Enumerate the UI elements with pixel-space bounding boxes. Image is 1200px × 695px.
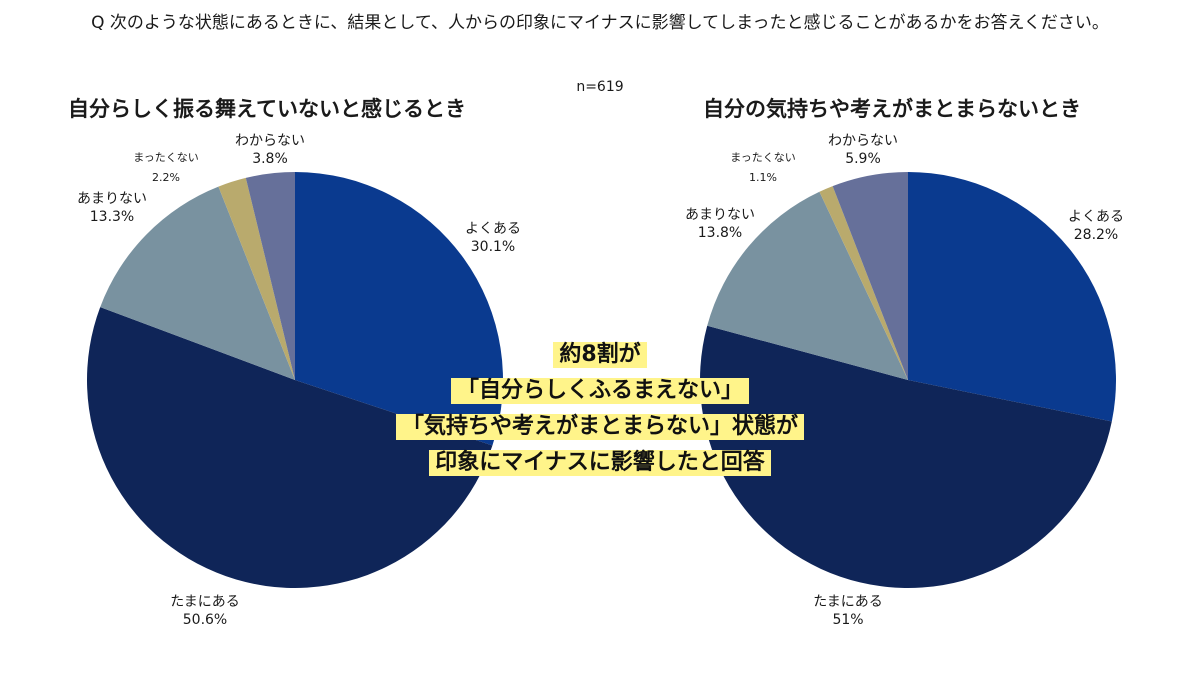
callout-line-3: 「気持ちや考えがまとまらない」状態が [395, 414, 804, 440]
right-slice-label-amarinai: あまりない 13.8% [685, 207, 755, 241]
right-slice-label-yokuaru: よくある 28.2% [1068, 209, 1124, 243]
sample-size-label: n=619 [576, 79, 624, 95]
right-slice-label-wakaranai: わからない 5.9% [828, 133, 898, 167]
left-slice-label-tamaniaru: たまにある 50.6% [170, 594, 240, 628]
question-text: Q 次のような状態にあるときに、結果として、人からの印象にマイナスに影響してしま… [91, 13, 1109, 33]
callout-line-1: 約8割が [553, 342, 647, 368]
right-pie-slice-yokuaru [908, 172, 1116, 422]
left-slice-label-yokuaru: よくある 30.1% [465, 221, 521, 255]
left-slice-label-wakaranai: わからない 3.8% [235, 133, 305, 167]
right-pie-slice-wakaranai [832, 172, 908, 380]
left-pie-slice-amarinai [100, 186, 295, 380]
left-pie-slice-mattakunai [218, 177, 295, 380]
left-slice-label-mattakunai: まったくない 2.2% [133, 151, 199, 184]
left-pie-slice-tamaniaru [86, 307, 493, 589]
left-slice-label-amarinai: あまりない 13.3% [77, 191, 147, 225]
right-pie-slice-tamaniaru [699, 325, 1112, 589]
left-chart-title: 自分らしく振る舞えていないと感じるとき [68, 97, 466, 121]
left-pie-slice-wakaranai [245, 172, 295, 380]
right-pie-slice-mattakunai [819, 186, 908, 380]
right-slice-label-tamaniaru: たまにある 51% [813, 594, 883, 628]
right-slice-label-mattakunai: まったくない 1.1% [730, 151, 796, 184]
callout-box: 約8割が 「自分らしくふるまえない」 「気持ちや考えがまとまらない」状態が 印象… [290, 340, 910, 484]
callout-line-2: 「自分らしくふるまえない」 [450, 378, 749, 404]
callout-line-4: 印象にマイナスに影響したと回答 [429, 450, 771, 476]
left-pie-slice-yokuaru [295, 172, 503, 446]
right-chart-title: 自分の気持ちや考えがまとまらないとき [703, 97, 1081, 121]
right-pie-slice-amarinai [707, 191, 908, 380]
